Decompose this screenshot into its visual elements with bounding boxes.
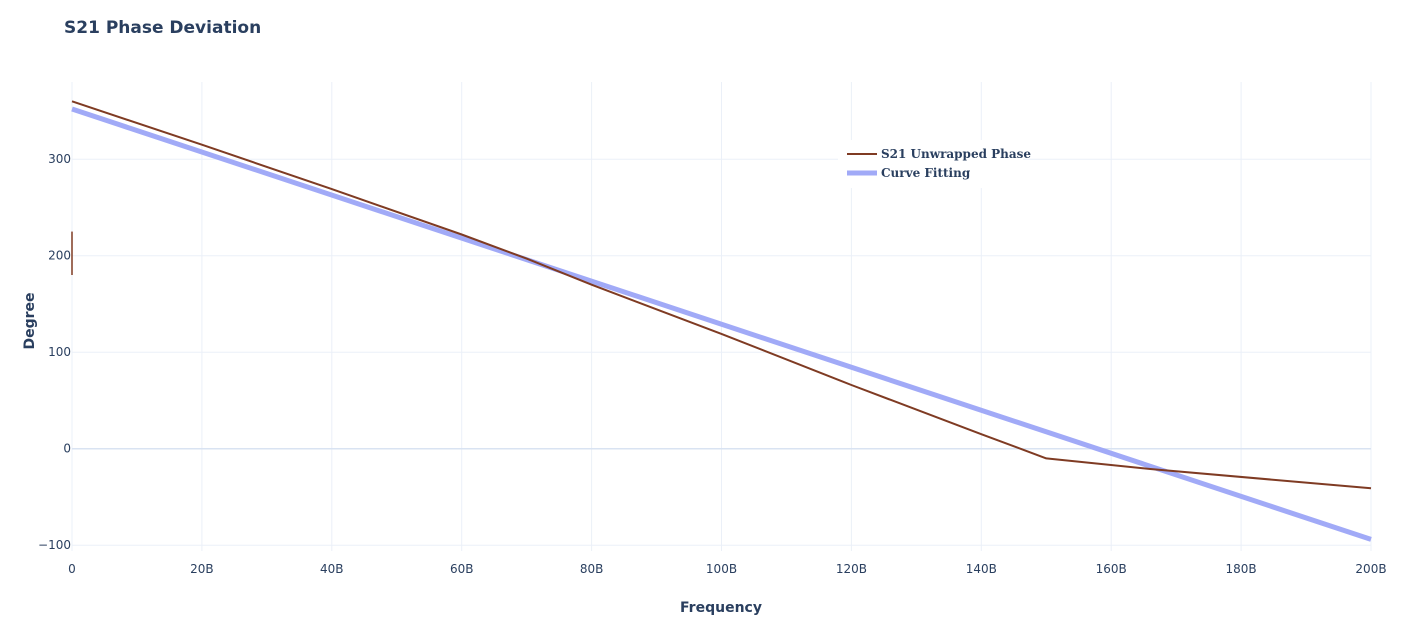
x-tick-label: 60B [450,562,474,576]
y-tick-label: −100 [38,538,71,552]
x-tick-label: 120B [836,562,867,576]
axis-ticks: 0 20B 40B 60B 80B 100B 120B 140B 160B 180B 200B −10… [38,152,1387,576]
x-tick-label: 100B [706,562,737,576]
x-tick-label: 160B [1096,562,1127,576]
y-tick-label: 100 [48,345,71,359]
x-tick-label: 80B [580,562,604,576]
x-axis-title: Frequency [680,600,762,616]
x-tick-label: 0 [68,562,76,576]
legend-background [838,140,1023,188]
legend-item-curve-fitting[interactable]: Curve Fitting [847,166,971,180]
legend-label: Curve Fitting [881,166,971,180]
chart-title: S21 Phase Deviation [64,18,261,38]
series-s21-unwrapped-phase-line[interactable] [71,100,1372,490]
x-tick-label: 180B [1226,562,1257,576]
y-tick-label: 200 [48,249,71,263]
y-tick-label: 0 [63,442,71,456]
x-tick-label: 40B [320,562,344,576]
y-tick-label: 300 [48,152,71,166]
legend-label: S21 Unwrapped Phase [881,147,1031,161]
legend[interactable]: S21 Unwrapped Phase Curve Fitting [838,140,1031,188]
legend-item-s21-unwrapped-phase[interactable]: S21 Unwrapped Phase [847,147,1031,161]
grid [71,82,1372,551]
y-axis-title: Degree [22,292,38,349]
series-curve-fitting-line[interactable] [71,106,1372,542]
x-tick-label: 20B [190,562,214,576]
x-tick-label: 140B [966,562,997,576]
plot-area [71,100,1372,542]
x-tick-label: 200B [1355,562,1386,576]
